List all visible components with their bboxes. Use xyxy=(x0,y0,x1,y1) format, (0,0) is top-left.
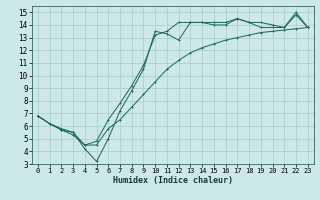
X-axis label: Humidex (Indice chaleur): Humidex (Indice chaleur) xyxy=(113,176,233,185)
